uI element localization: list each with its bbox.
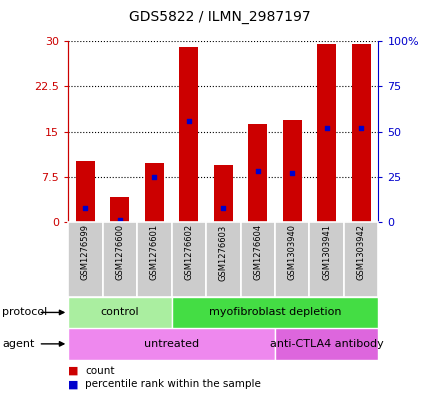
Text: GSM1276599: GSM1276599 xyxy=(81,224,90,280)
Text: GDS5822 / ILMN_2987197: GDS5822 / ILMN_2987197 xyxy=(129,10,311,24)
Text: ■: ■ xyxy=(68,379,79,389)
Text: GSM1276604: GSM1276604 xyxy=(253,224,262,281)
Bar xyxy=(352,44,370,222)
Text: ■: ■ xyxy=(68,365,79,376)
Bar xyxy=(206,222,241,297)
Text: GSM1276603: GSM1276603 xyxy=(219,224,228,281)
Bar xyxy=(103,222,137,297)
Bar xyxy=(275,222,309,297)
Bar xyxy=(145,163,164,222)
Text: control: control xyxy=(101,307,139,318)
Bar xyxy=(137,222,172,297)
Bar xyxy=(344,222,378,297)
Text: GSM1276602: GSM1276602 xyxy=(184,224,193,281)
Bar xyxy=(214,165,233,222)
Text: GSM1303940: GSM1303940 xyxy=(288,224,297,280)
Text: untreated: untreated xyxy=(144,339,199,349)
Text: protocol: protocol xyxy=(2,307,48,318)
Bar xyxy=(275,328,378,360)
Bar xyxy=(317,44,336,222)
Bar xyxy=(76,161,95,222)
Bar xyxy=(172,222,206,297)
Bar xyxy=(283,119,302,222)
Point xyxy=(116,217,123,223)
Text: GSM1276601: GSM1276601 xyxy=(150,224,159,281)
Text: GSM1276600: GSM1276600 xyxy=(115,224,125,281)
Point xyxy=(289,170,296,176)
Bar xyxy=(309,222,344,297)
Text: anti-CTLA4 antibody: anti-CTLA4 antibody xyxy=(270,339,384,349)
Bar xyxy=(110,197,129,222)
Bar xyxy=(180,47,198,222)
Text: count: count xyxy=(85,365,114,376)
Text: myofibroblast depletion: myofibroblast depletion xyxy=(209,307,341,318)
Point xyxy=(151,174,158,180)
Point xyxy=(82,205,89,211)
Text: GSM1303941: GSM1303941 xyxy=(322,224,331,280)
Bar xyxy=(248,125,267,222)
Point xyxy=(220,205,227,211)
Text: agent: agent xyxy=(2,339,35,349)
Point xyxy=(254,168,261,174)
Point xyxy=(358,125,365,131)
Bar xyxy=(241,222,275,297)
Point xyxy=(323,125,330,131)
Text: GSM1303942: GSM1303942 xyxy=(357,224,366,280)
Point xyxy=(185,118,192,124)
Text: percentile rank within the sample: percentile rank within the sample xyxy=(85,379,261,389)
Bar xyxy=(68,328,275,360)
Bar xyxy=(68,222,103,297)
Bar xyxy=(172,297,378,328)
Bar xyxy=(68,297,172,328)
